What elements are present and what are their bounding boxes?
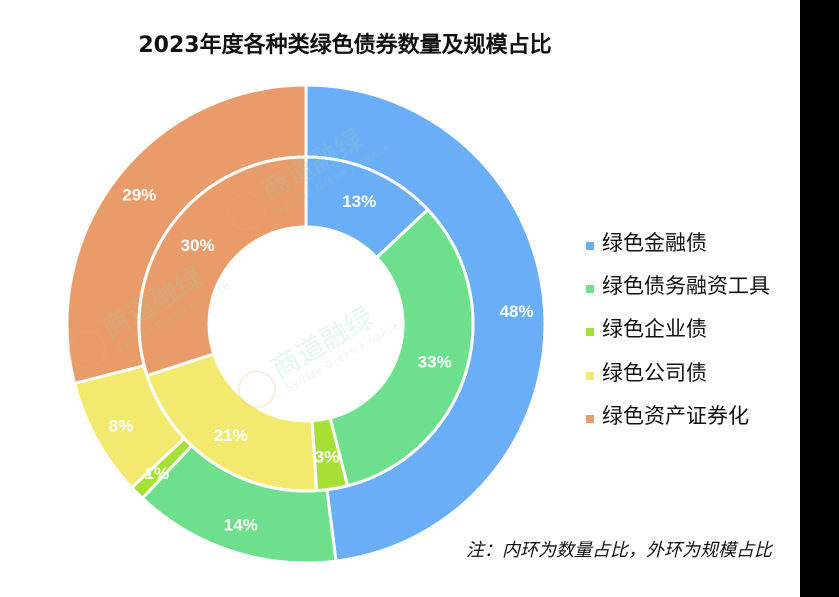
black-border-strip [800,0,839,597]
chart-note: 注：内环为数量占比，外环为规模占比 [466,540,772,561]
legend-swatch-icon [586,328,594,337]
legend-item[interactable]: 绿色公司债 [586,354,770,397]
donut-slice[interactable] [145,352,318,493]
legend-item[interactable]: 绿色企业债 [586,311,770,354]
slice-labels: 48% 14% 1% 8% 29% 13% 33% 3% 21% 30% [109,186,534,535]
legend-swatch-icon [586,371,594,380]
legend-label: 绿色资产证券化 [602,403,749,428]
legend-item[interactable]: 绿色债务融资工具 [586,267,770,310]
inner-ring-count [137,155,475,493]
slice-percent-label: 30% [181,236,215,255]
slice-percent-label: 8% [109,417,134,436]
donut-slice[interactable] [137,155,308,378]
legend-label: 绿色公司债 [602,360,707,385]
slice-percent-label: 21% [214,426,248,445]
slice-percent-label: 13% [342,192,376,211]
legend: 绿色金融债 绿色债务融资工具 绿色企业债 绿色公司债 绿色资产证券化 [586,224,770,440]
legend-label: 绿色企业债 [602,317,707,342]
chart-title: 2023年度各种类绿色债券数量及规模占比 [138,33,552,58]
legend-swatch-icon [586,414,594,423]
donut-slice[interactable] [328,208,475,488]
slice-percent-label: 3% [315,447,340,466]
slice-percent-label: 14% [224,516,258,535]
legend-item[interactable]: 绿色金融债 [586,224,770,267]
legend-label: 绿色金融债 [602,230,707,255]
legend-item[interactable]: 绿色资产证券化 [586,397,770,440]
slice-percent-label: 29% [122,186,156,205]
slice-percent-label: 48% [500,302,534,321]
slice-percent-label: 1% [145,464,170,483]
legend-swatch-icon [586,241,594,250]
legend-swatch-icon [586,284,594,293]
slice-percent-label: 33% [418,352,452,371]
legend-label: 绿色债务融资工具 [602,273,770,298]
